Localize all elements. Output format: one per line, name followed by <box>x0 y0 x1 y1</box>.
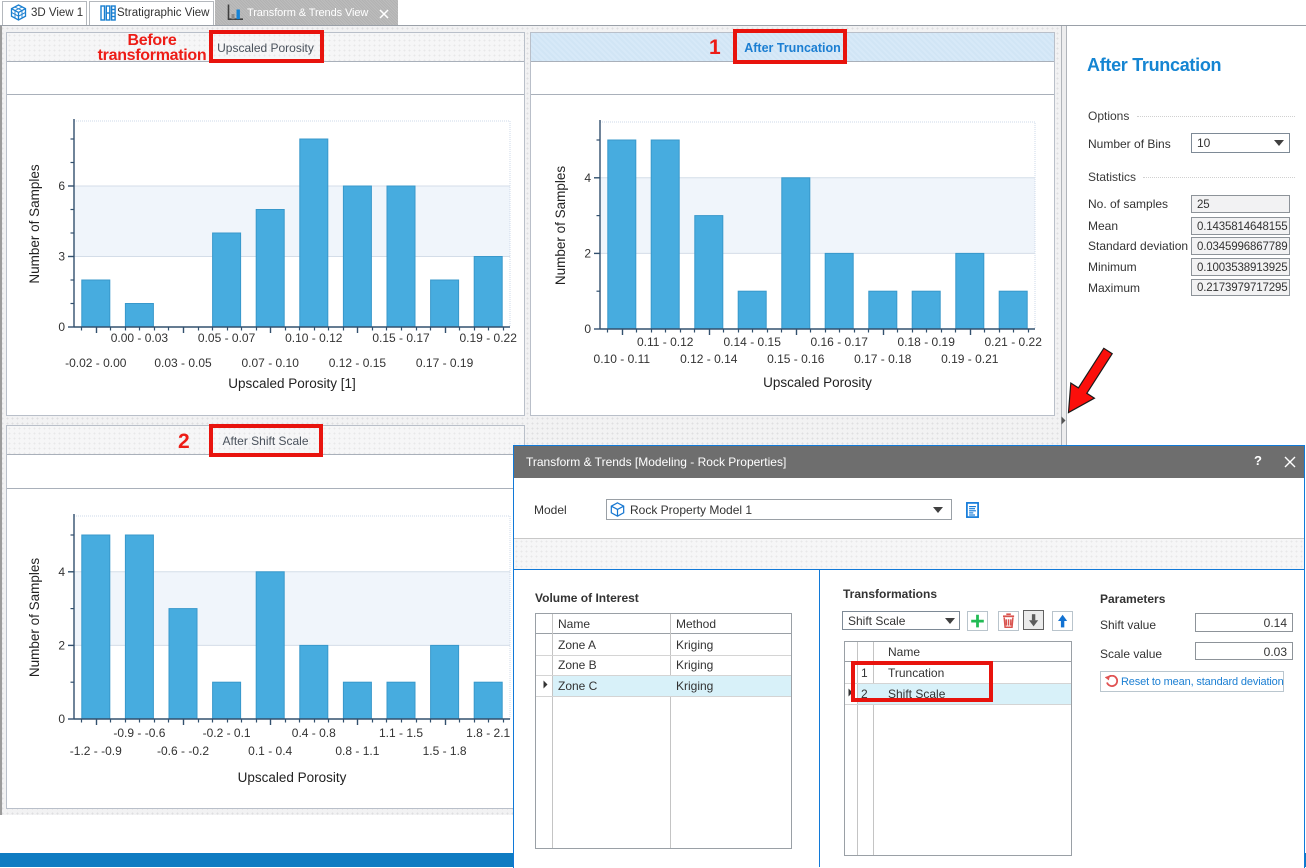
svg-text:0.12 - 0.15: 0.12 - 0.15 <box>329 356 387 370</box>
svg-text:0.14 - 0.15: 0.14 - 0.15 <box>724 335 782 349</box>
svg-text:-1.2 - -0.9: -1.2 - -0.9 <box>70 744 122 758</box>
svg-text:Number of Samples: Number of Samples <box>553 166 568 286</box>
svg-text:0.11 - 0.12: 0.11 - 0.12 <box>637 335 694 349</box>
svg-text:Upscaled Porosity: Upscaled Porosity <box>238 770 347 785</box>
svg-text:0.15 - 0.16: 0.15 - 0.16 <box>767 352 825 366</box>
svg-text:Upscaled Porosity [1]: Upscaled Porosity [1] <box>228 376 356 391</box>
svg-text:4: 4 <box>584 171 591 185</box>
svg-text:2: 2 <box>584 246 591 260</box>
svg-text:0.21 - 0.22: 0.21 - 0.22 <box>985 335 1043 349</box>
svg-text:0.00 - 0.03: 0.00 - 0.03 <box>111 331 169 345</box>
svg-text:0.19 - 0.21: 0.19 - 0.21 <box>941 352 999 366</box>
svg-text:Number of Samples: Number of Samples <box>27 164 42 284</box>
svg-text:0.15 - 0.17: 0.15 - 0.17 <box>372 331 430 345</box>
svg-text:0.16 - 0.17: 0.16 - 0.17 <box>811 335 869 349</box>
svg-text:6: 6 <box>58 179 65 193</box>
svg-text:Number of Samples: Number of Samples <box>27 558 42 678</box>
svg-text:-0.2 - 0.1: -0.2 - 0.1 <box>203 726 251 740</box>
svg-text:0.4 - 0.8: 0.4 - 0.8 <box>292 726 336 740</box>
svg-text:-0.9 - -0.6: -0.9 - -0.6 <box>113 726 165 740</box>
svg-text:0.1 - 0.4: 0.1 - 0.4 <box>248 744 292 758</box>
svg-text:4: 4 <box>58 565 65 579</box>
svg-text:0.18 - 0.19: 0.18 - 0.19 <box>898 335 956 349</box>
svg-text:0.03 - 0.05: 0.03 - 0.05 <box>154 356 212 370</box>
svg-text:0.05 - 0.07: 0.05 - 0.07 <box>198 331 256 345</box>
svg-text:0: 0 <box>58 712 65 726</box>
svg-text:-0.6 - -0.2: -0.6 - -0.2 <box>157 744 209 758</box>
svg-text:0: 0 <box>58 320 65 334</box>
svg-text:0.12 - 0.14: 0.12 - 0.14 <box>680 352 738 366</box>
svg-text:0.10 - 0.11: 0.10 - 0.11 <box>594 352 651 366</box>
svg-text:-0.02 - 0.00: -0.02 - 0.00 <box>65 356 127 370</box>
svg-text:2: 2 <box>58 638 65 652</box>
svg-text:0.17 - 0.19: 0.17 - 0.19 <box>416 356 474 370</box>
svg-text:0.07 - 0.10: 0.07 - 0.10 <box>242 356 300 370</box>
svg-text:3: 3 <box>58 250 65 264</box>
svg-text:0: 0 <box>584 322 591 336</box>
svg-text:1.1 - 1.5: 1.1 - 1.5 <box>379 726 423 740</box>
svg-text:0.10 - 0.12: 0.10 - 0.12 <box>285 331 343 345</box>
svg-text:1.5 - 1.8: 1.5 - 1.8 <box>423 744 467 758</box>
svg-text:0.8 - 1.1: 0.8 - 1.1 <box>335 744 379 758</box>
svg-text:0.19 - 0.22: 0.19 - 0.22 <box>460 331 518 345</box>
svg-text:0.17 - 0.18: 0.17 - 0.18 <box>854 352 912 366</box>
svg-text:Upscaled Porosity: Upscaled Porosity <box>763 375 872 390</box>
svg-text:1.8 - 2.1: 1.8 - 2.1 <box>466 726 510 740</box>
